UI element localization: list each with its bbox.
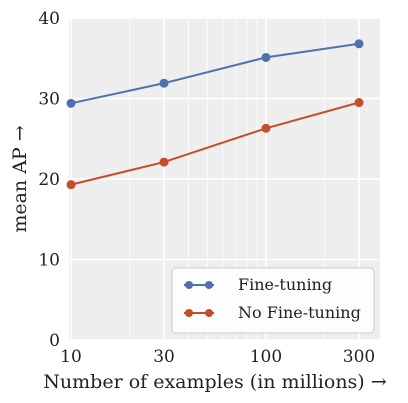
y-tick-label: 40 [38,9,60,29]
data-point-no-fine-tuning [159,157,169,167]
legend-marker-fine-tuning-2 [205,281,213,289]
legend-label-fine-tuning: Fine-tuning [238,275,332,294]
legend-box [171,267,375,334]
y-tick-label: 30 [38,90,60,110]
y-tick-label: 20 [38,170,60,190]
data-point-fine-tuning [159,78,169,88]
legend-marker-no-fine-tuning-2 [205,309,213,317]
data-point-no-fine-tuning [66,180,76,190]
legend-label-no-fine-tuning: No Fine-tuning [238,303,361,322]
series-line-fine-tuning [70,42,360,105]
x-tick-label: 10 [60,347,82,367]
y-tick-label: 0 [49,331,60,351]
legend-marker-no-fine-tuning [185,309,193,317]
x-axis-label: Number of examples (in millions) → [43,371,386,393]
data-point-no-fine-tuning [261,123,271,133]
data-point-fine-tuning [66,98,76,108]
x-tick-label: 30 [153,347,175,367]
x-tick-label: 300 [343,347,375,367]
x-tick-label: 100 [250,347,282,367]
legend: Fine-tuning No Fine-tuning [171,267,375,334]
y-tick-label: 10 [38,251,60,271]
data-point-fine-tuning [354,39,364,49]
data-point-fine-tuning [261,52,271,62]
series-layer [66,39,364,190]
data-point-no-fine-tuning [354,98,364,108]
legend-marker-fine-tuning [185,281,193,289]
y-axis-label: mean AP → [9,125,31,232]
series-line-no-fine-tuning [70,101,360,186]
